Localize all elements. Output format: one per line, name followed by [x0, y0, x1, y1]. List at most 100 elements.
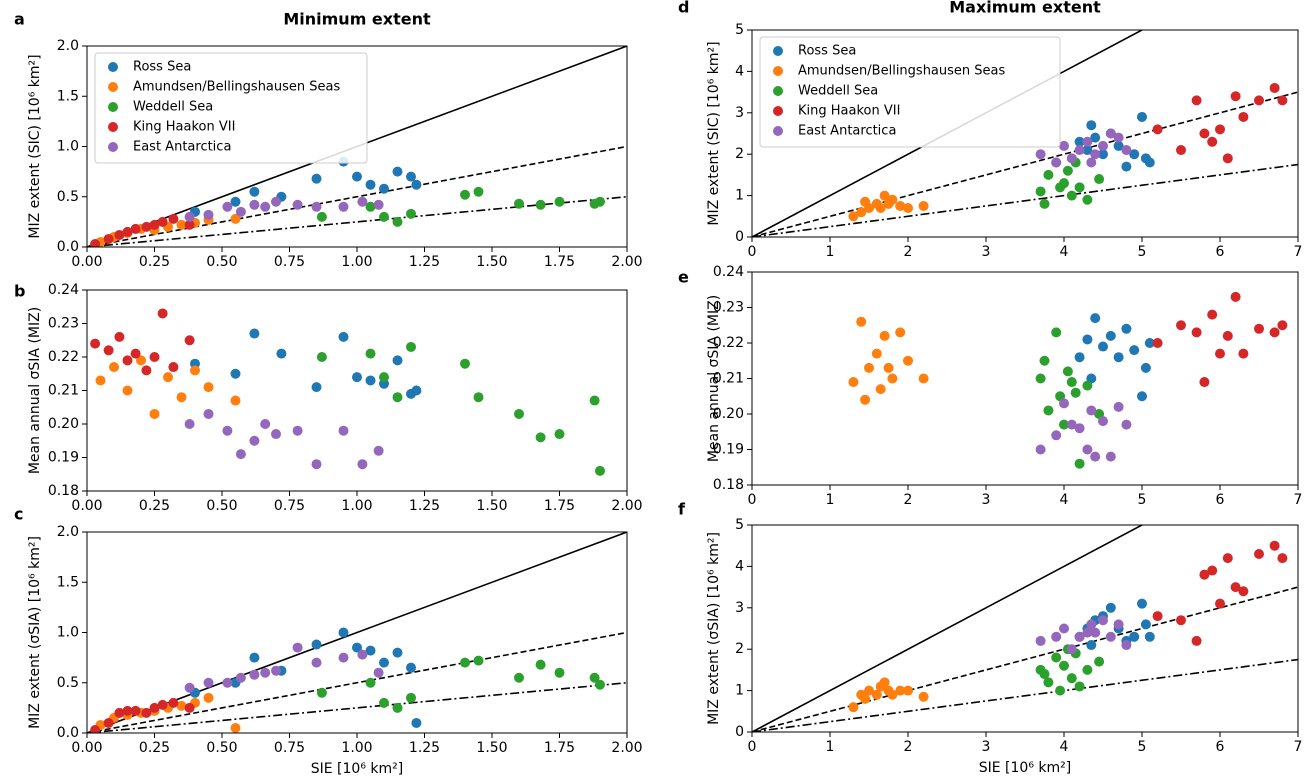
reference-line [87, 631, 627, 733]
point [595, 679, 605, 690]
point [222, 425, 233, 436]
legend: Ross Sea Amundsen/Bellingshausen Seas Wedd… [759, 36, 1061, 148]
point [1043, 169, 1054, 180]
point [1098, 615, 1108, 626]
point [1238, 111, 1249, 122]
point [460, 657, 470, 668]
point [1113, 140, 1124, 151]
point [903, 355, 913, 366]
panel-label: c [14, 505, 23, 524]
point [1199, 128, 1210, 139]
point [168, 362, 179, 373]
point [1090, 451, 1101, 462]
point [365, 677, 376, 688]
point [149, 408, 160, 419]
point [392, 392, 403, 403]
point [373, 199, 384, 210]
point [1238, 586, 1249, 597]
point [311, 639, 322, 650]
point [1074, 352, 1085, 363]
point [392, 355, 403, 366]
y-axis-label: MIZ extent (SIC) [10⁶ km²] [27, 54, 43, 238]
point [357, 459, 368, 470]
point [1230, 582, 1241, 593]
point [373, 667, 384, 678]
point [230, 722, 241, 733]
plot-frame [751, 271, 1299, 486]
y-tick-label: 3 [735, 105, 744, 121]
x-tick-label: 1.50 [476, 740, 507, 756]
point [406, 171, 416, 182]
point [316, 352, 327, 362]
point [1105, 631, 1116, 642]
point [1059, 660, 1069, 671]
point [1059, 623, 1069, 634]
point [535, 199, 546, 210]
x-tick-label: 1.25 [409, 498, 440, 514]
panel-title: Maximum extent [949, 0, 1101, 17]
point [184, 682, 195, 693]
legend-marker [108, 102, 118, 112]
point [1070, 387, 1081, 398]
panel-label: a [14, 10, 25, 29]
point [136, 355, 146, 366]
point [392, 216, 403, 227]
y-tick-label: 0.23 [713, 300, 744, 316]
point [1055, 685, 1066, 696]
point [365, 179, 376, 190]
plot-area [90, 308, 605, 476]
legend: Ross Sea Amundsen/Bellingshausen Seas Wedd… [94, 52, 368, 164]
legend-marker [108, 62, 118, 72]
plot-frame [751, 524, 1299, 733]
panel-label: f [678, 500, 686, 519]
x-tick-label: 0.25 [139, 254, 170, 270]
point [90, 238, 101, 247]
point [1207, 565, 1218, 576]
point [406, 692, 416, 703]
legend-label: Ross Sea [798, 44, 856, 59]
point [122, 385, 133, 396]
point [1090, 313, 1101, 324]
point [1074, 631, 1085, 642]
point [316, 211, 327, 222]
x-tick-label: 7 [1294, 244, 1303, 260]
x-tick-label: 0.50 [206, 498, 237, 514]
x-tick-label: 5 [1138, 492, 1147, 508]
plot-area [87, 532, 627, 733]
point [1238, 348, 1249, 359]
point [1121, 161, 1132, 172]
point [176, 700, 187, 711]
point [879, 330, 890, 341]
point [1035, 373, 1046, 384]
point [473, 392, 484, 403]
point [535, 659, 546, 670]
point [411, 179, 422, 190]
point [365, 348, 376, 359]
point [918, 691, 929, 702]
y-axis-label: Mean annual σSIA (MIZ) [27, 307, 43, 474]
point [554, 196, 565, 207]
legend-label: Amundsen/Bellingshausen Seas [798, 64, 1005, 79]
point [1066, 644, 1077, 655]
x-tick-label: 1.25 [409, 254, 440, 270]
point [1269, 540, 1280, 551]
x-tick-label: 1 [826, 492, 835, 508]
x-tick-label: 0.50 [206, 740, 237, 756]
point [1152, 611, 1163, 622]
legend-marker [773, 106, 783, 116]
point [895, 327, 906, 338]
point [1051, 631, 1062, 642]
point [1074, 182, 1085, 193]
point [848, 377, 859, 388]
point [1207, 309, 1218, 320]
point [406, 662, 416, 673]
legend-box [759, 36, 1061, 148]
legend-marker [108, 82, 118, 92]
x-tick-label: 2 [904, 244, 913, 260]
point [130, 223, 141, 234]
point [141, 365, 152, 376]
point [230, 368, 241, 379]
point [1086, 120, 1097, 131]
y-tick-label: 1 [735, 188, 744, 204]
y-tick-label: 1.0 [57, 139, 79, 155]
